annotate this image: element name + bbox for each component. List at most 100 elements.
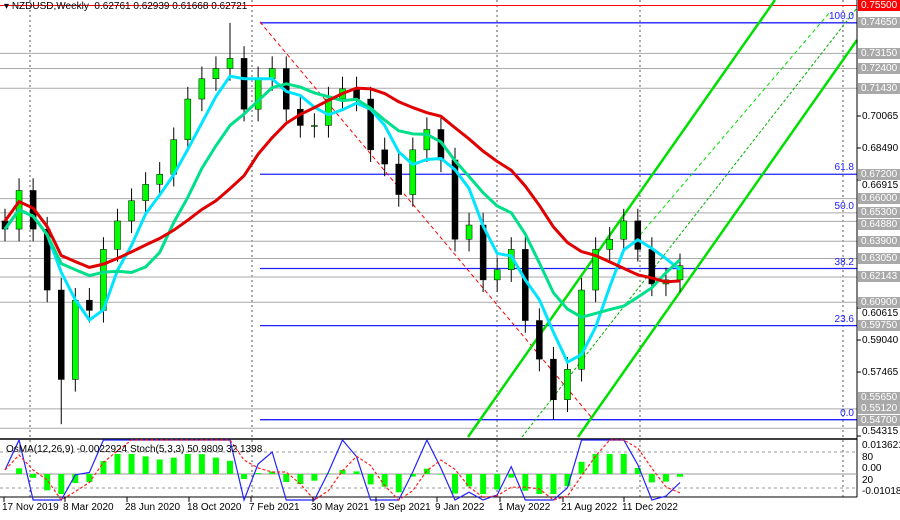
candle — [268, 68, 276, 79]
level-price-label: 0.63900 — [858, 235, 900, 247]
oscillator-scale-label: -0.010181 — [862, 486, 900, 497]
osma-bar — [620, 454, 627, 474]
osma-bar — [142, 456, 149, 474]
level-price-label: 0.60900 — [858, 296, 900, 308]
level-price-label: 0.73150 — [858, 47, 900, 59]
osma-bar — [128, 454, 135, 474]
time-tick-label: 30 May 2021 — [311, 502, 369, 513]
candle — [142, 184, 149, 201]
candle — [58, 289, 65, 380]
time-tick-label: 28 Jun 2020 — [125, 502, 181, 513]
candle — [620, 220, 627, 240]
fib-level-label: 50.0 — [834, 200, 854, 212]
osma-bar — [578, 461, 585, 474]
time-tick-label: 7 Feb 2021 — [249, 502, 300, 513]
oscillator-scale-label: 0.00 — [862, 463, 882, 474]
candle — [592, 249, 599, 291]
osma-bar — [227, 460, 233, 474]
symbol-label: NZDUSD,Weekly — [11, 1, 89, 12]
osma-bar — [86, 474, 93, 482]
oscillator-scale-label: 0.013621 — [862, 440, 900, 451]
level-price-label: 0.71430 — [858, 82, 900, 94]
fib-level-label: 23.6 — [834, 313, 854, 325]
fib-level-label: 38.2 — [834, 256, 854, 268]
osma-bar — [184, 454, 191, 474]
osma-bar — [395, 474, 402, 493]
candle — [212, 68, 220, 79]
osma-bar — [592, 454, 599, 474]
channel-upper-line — [466, 0, 777, 438]
candle — [465, 224, 473, 240]
level-price-label: 0.54700 — [858, 414, 900, 426]
osma-bar — [550, 474, 557, 494]
osma-bar — [409, 474, 416, 477]
candle — [606, 238, 613, 250]
price-tick-label: 0.57465 — [862, 366, 899, 378]
level-price-label: 0.66000 — [858, 193, 900, 205]
osma-bar — [72, 474, 79, 483]
osma-bar — [283, 474, 290, 482]
osma-bar — [437, 474, 444, 475]
chart-header: ▾ NZDUSD,Weekly 0.62761 0.62939 0.61668 … — [4, 1, 248, 12]
candle — [550, 358, 557, 401]
stoch-signal-line — [4, 439, 681, 501]
osma-bar — [606, 454, 613, 474]
price-tick-label: 0.60615 — [862, 308, 899, 320]
osma-bar — [466, 474, 473, 487]
ma-slow-line — [3, 86, 681, 284]
ohlc-values: 0.62761 0.62939 0.61668 0.62721 — [94, 1, 248, 12]
price-tick-label: 0.66915 — [862, 180, 899, 192]
channel-lower-line — [576, 39, 859, 438]
candle — [114, 220, 121, 250]
osma-bar — [255, 473, 262, 474]
level-price-label: 0.63050 — [858, 253, 900, 265]
fib-level-label: 61.8 — [834, 162, 854, 174]
osma-bar — [648, 474, 655, 483]
candle — [226, 58, 234, 69]
ma-mid-line — [3, 82, 682, 319]
osma-bar — [241, 474, 248, 479]
level-price-label: 0.59750 — [858, 320, 900, 332]
level-price-label: 0.72400 — [858, 63, 900, 75]
osma-bar — [381, 474, 388, 487]
time-tick-label: 18 Oct 2020 — [187, 502, 242, 513]
osma-bar — [311, 474, 318, 481]
candle — [156, 173, 163, 185]
osma-bar — [353, 471, 360, 474]
osma-bar — [452, 474, 458, 494]
osma-bar — [662, 474, 669, 482]
osma-bar — [170, 457, 177, 474]
osma-bar — [297, 474, 304, 484]
level-price-label: 0.74650 — [858, 17, 900, 29]
time-tick-label: 21 Aug 2022 — [561, 502, 618, 513]
osma-bar — [16, 468, 23, 474]
candle — [564, 369, 571, 401]
candle — [311, 125, 318, 127]
time-tick-label: 1 May 2022 — [498, 502, 551, 513]
time-tick-label: 11 Dec 2022 — [622, 502, 678, 513]
osma-bar — [339, 469, 346, 474]
channel-mid-line — [521, 7, 858, 438]
osma-bar — [564, 474, 571, 487]
candle — [72, 299, 79, 380]
price-tick-label: 0.68490 — [862, 142, 899, 154]
level-price-label: 0.67200 — [858, 168, 900, 180]
osma-bar — [30, 474, 37, 478]
channel-dashed-line — [639, 11, 831, 236]
osma-bar — [494, 474, 501, 490]
osma-bar — [536, 474, 543, 494]
fib-level-label: 0.0 — [840, 407, 854, 419]
candle — [423, 129, 431, 151]
candle — [536, 320, 543, 360]
candle — [381, 149, 388, 165]
level-price-label: 0.75500 — [858, 0, 900, 12]
candle — [578, 289, 585, 370]
level-price-label: 0.62143 — [858, 271, 900, 283]
stoch-main-line — [4, 438, 681, 503]
osma-bar — [325, 473, 332, 474]
candle — [493, 269, 501, 281]
osma-bar — [212, 457, 219, 474]
price-tick-label: 0.59040 — [862, 334, 899, 346]
price-tick-label: 0.70065 — [862, 110, 899, 122]
